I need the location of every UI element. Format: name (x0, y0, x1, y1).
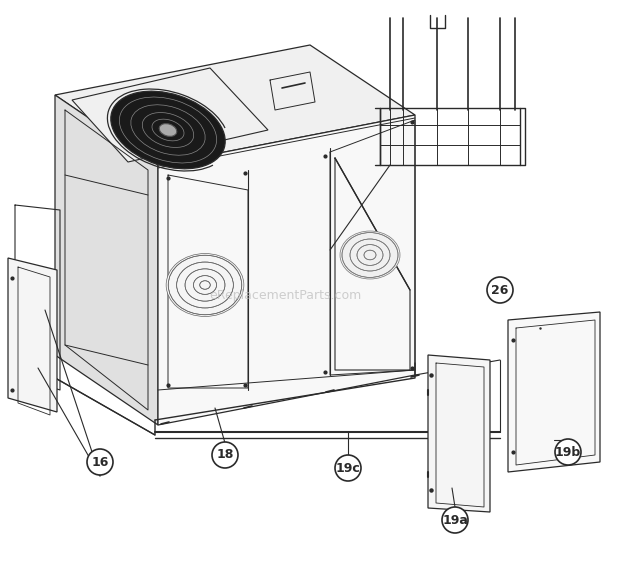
Circle shape (212, 442, 238, 468)
Ellipse shape (166, 253, 244, 316)
Ellipse shape (159, 124, 177, 137)
Polygon shape (158, 115, 415, 425)
Circle shape (335, 455, 361, 481)
Text: 16: 16 (91, 455, 108, 469)
Circle shape (555, 439, 581, 465)
Text: 19c: 19c (335, 461, 360, 474)
Circle shape (442, 507, 468, 533)
Circle shape (87, 449, 113, 475)
Circle shape (487, 277, 513, 303)
Ellipse shape (340, 231, 400, 279)
Polygon shape (72, 68, 268, 162)
Text: 19b: 19b (555, 446, 581, 459)
Text: 19a: 19a (442, 514, 468, 527)
Polygon shape (55, 95, 158, 425)
Polygon shape (428, 355, 490, 512)
Polygon shape (508, 312, 600, 472)
Text: 18: 18 (216, 448, 234, 461)
Text: 26: 26 (491, 283, 508, 297)
Polygon shape (8, 258, 57, 412)
Text: eReplacementParts.com: eReplacementParts.com (209, 288, 361, 301)
Polygon shape (55, 45, 415, 165)
Ellipse shape (111, 91, 225, 169)
